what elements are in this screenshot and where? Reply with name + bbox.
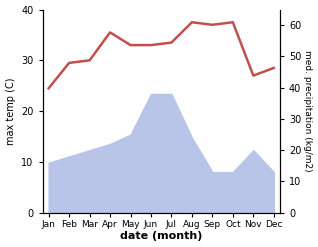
- Y-axis label: max temp (C): max temp (C): [5, 77, 16, 145]
- Y-axis label: med. precipitation (kg/m2): med. precipitation (kg/m2): [303, 50, 313, 172]
- X-axis label: date (month): date (month): [120, 231, 203, 242]
